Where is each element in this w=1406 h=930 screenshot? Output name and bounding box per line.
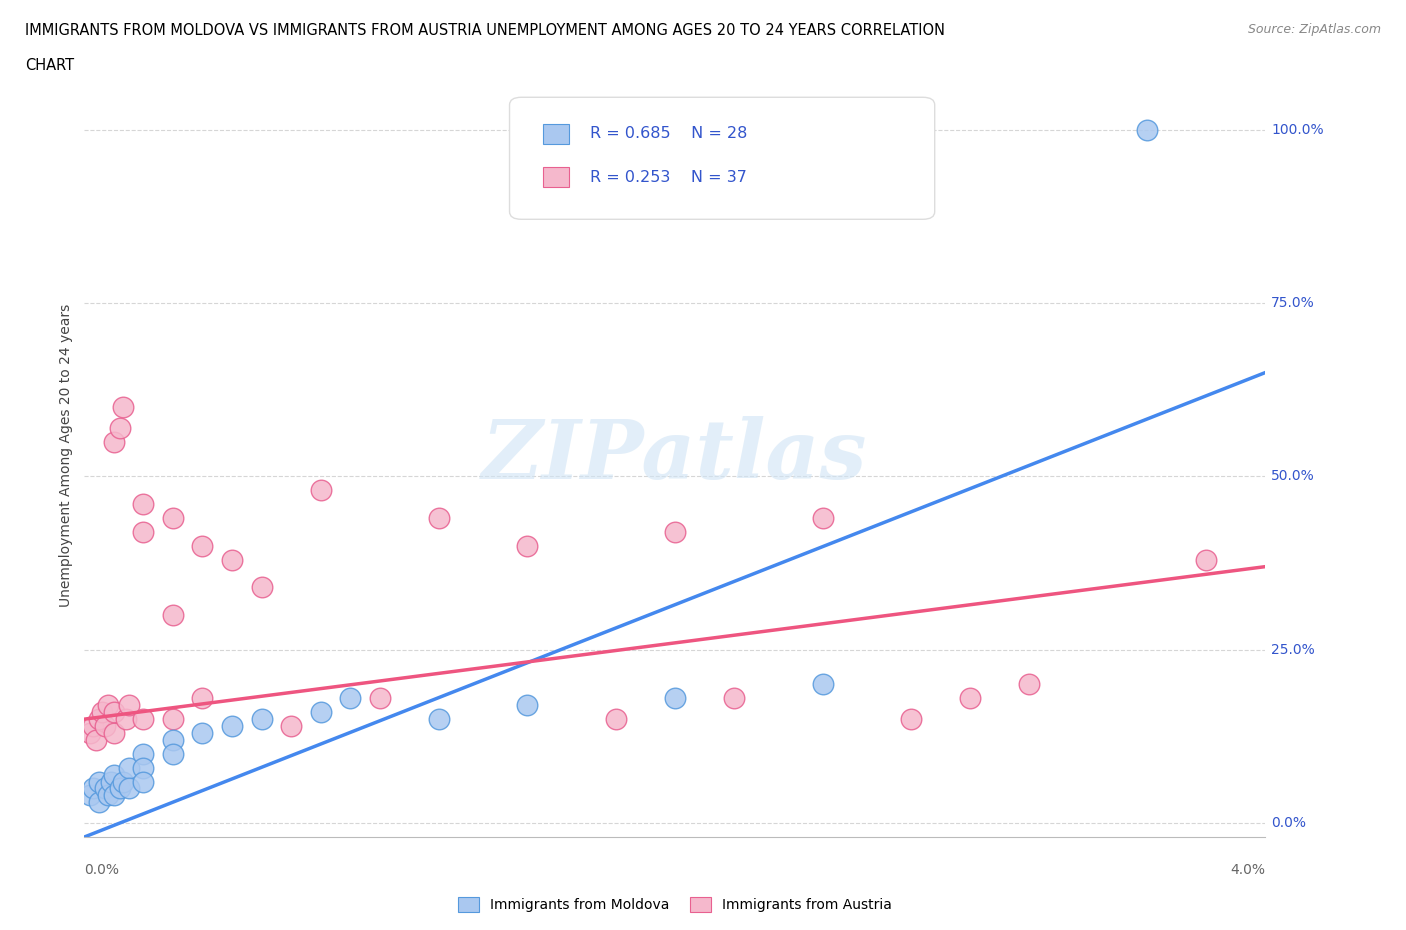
Point [1136,123,1159,138]
Point [132,774,155,789]
Point [339,691,361,706]
Point [191,725,214,740]
Text: 50.0%: 50.0% [1271,470,1315,484]
Point [516,698,538,712]
Point [162,511,184,525]
Point [221,552,243,567]
Text: 100.0%: 100.0% [1271,123,1324,137]
Text: 75.0%: 75.0% [1271,296,1315,311]
Point [84,733,107,748]
Point [82,781,104,796]
Point [191,691,214,706]
Point [97,698,120,712]
Point [723,691,745,706]
Text: 0.0%: 0.0% [1271,817,1306,830]
Point [87,711,111,726]
Point [118,781,141,796]
Point [111,400,134,415]
Point [79,788,101,803]
FancyBboxPatch shape [543,167,568,188]
Point [191,538,214,553]
Point [427,711,450,726]
Text: ZIPatlas: ZIPatlas [482,416,868,496]
Point [368,691,391,706]
Point [103,788,125,803]
Point [103,725,125,740]
Text: 25.0%: 25.0% [1271,643,1315,657]
Point [132,711,155,726]
Point [118,760,141,775]
Point [118,698,141,712]
Text: R = 0.253    N = 37: R = 0.253 N = 37 [591,170,747,185]
Point [664,691,686,706]
Point [132,760,155,775]
Point [162,747,184,762]
Point [87,774,111,789]
Point [108,781,131,796]
Text: IMMIGRANTS FROM MOLDOVA VS IMMIGRANTS FROM AUSTRIA UNEMPLOYMENT AMONG AGES 20 TO: IMMIGRANTS FROM MOLDOVA VS IMMIGRANTS FR… [25,23,945,38]
Point [103,434,125,449]
Point [108,420,131,435]
Point [132,747,155,762]
Point [94,781,117,796]
Point [959,691,981,706]
Y-axis label: Unemployment Among Ages 20 to 24 years: Unemployment Among Ages 20 to 24 years [59,304,73,607]
Point [900,711,922,726]
Point [132,525,155,539]
Point [605,711,627,726]
Point [250,580,273,595]
Point [664,525,686,539]
Point [221,719,243,734]
Point [811,677,834,692]
Point [82,719,104,734]
FancyBboxPatch shape [509,98,935,219]
Point [91,705,114,720]
Point [1018,677,1040,692]
Text: 4.0%: 4.0% [1230,863,1265,877]
Point [132,497,155,512]
Text: Source: ZipAtlas.com: Source: ZipAtlas.com [1247,23,1381,36]
Point [100,774,122,789]
FancyBboxPatch shape [543,124,568,144]
Legend: Immigrants from Moldova, Immigrants from Austria: Immigrants from Moldova, Immigrants from… [453,892,897,918]
Point [87,795,111,810]
Point [114,711,136,726]
Point [103,705,125,720]
Point [280,719,302,734]
Point [811,511,834,525]
Point [162,607,184,622]
Point [1195,552,1218,567]
Point [162,733,184,748]
Point [94,719,117,734]
Text: CHART: CHART [25,58,75,73]
Point [427,511,450,525]
Point [250,711,273,726]
Point [79,725,101,740]
Point [103,767,125,782]
Text: R = 0.685    N = 28: R = 0.685 N = 28 [591,126,747,141]
Point [309,705,332,720]
Point [162,711,184,726]
Text: 0.0%: 0.0% [84,863,120,877]
Point [111,774,134,789]
Point [516,538,538,553]
Point [309,483,332,498]
Point [97,788,120,803]
